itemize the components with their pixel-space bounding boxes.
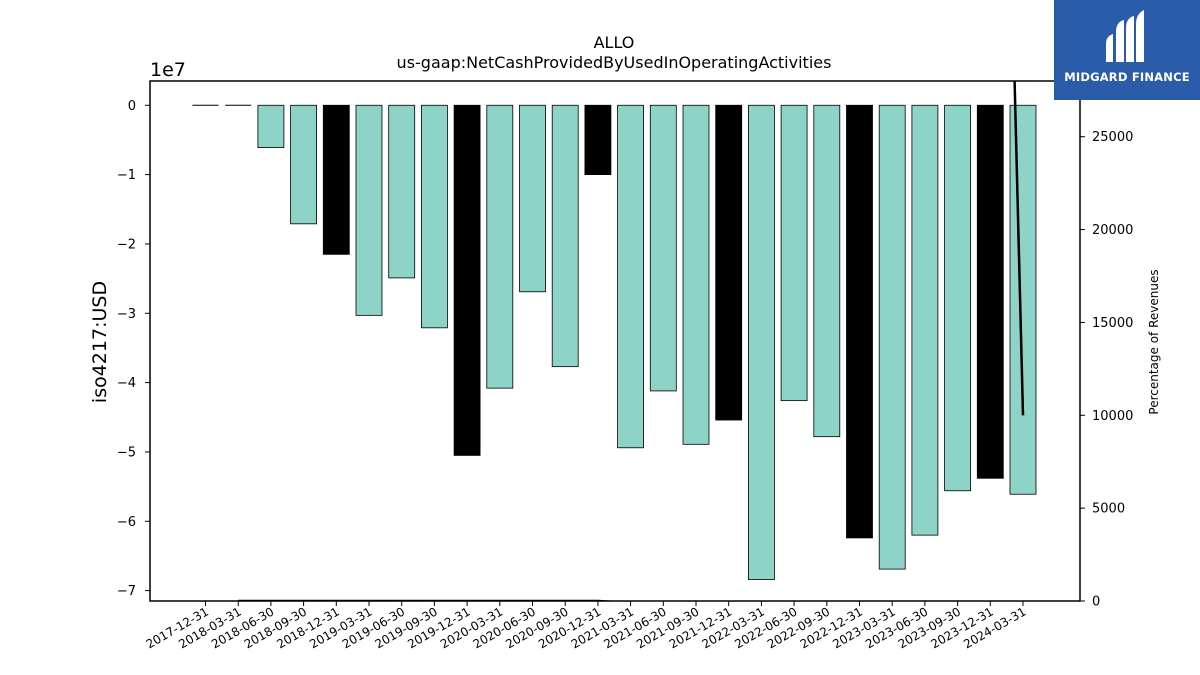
bar bbox=[519, 104, 546, 293]
bar bbox=[322, 104, 350, 255]
y2-tick-label: 5000 bbox=[1092, 502, 1125, 517]
y2-tick-label: 15000 bbox=[1092, 316, 1133, 331]
y-tick-label: −5 bbox=[117, 445, 136, 460]
y-axis-label: iso4217:USD bbox=[89, 281, 111, 403]
bar bbox=[682, 104, 710, 445]
y-tick-label: −2 bbox=[117, 237, 136, 252]
bar bbox=[976, 104, 1004, 479]
bar bbox=[911, 104, 939, 536]
bar bbox=[846, 104, 873, 539]
bar bbox=[748, 104, 775, 580]
y-tick-label: −1 bbox=[117, 168, 136, 183]
y2-tick-label: 0 bbox=[1092, 595, 1100, 610]
bar bbox=[878, 104, 906, 570]
y2-axis: 0 5000 10000 15000 20000 25000 bbox=[1080, 130, 1133, 610]
bar bbox=[388, 104, 416, 279]
bar bbox=[1009, 104, 1037, 495]
bar bbox=[715, 104, 743, 421]
chart-subtitle: us-gaap:NetCashProvidedByUsedInOperating… bbox=[397, 53, 832, 72]
logo-text: MIDGARD FINANCE bbox=[1064, 70, 1190, 84]
y-tick-label: −3 bbox=[117, 307, 136, 322]
bar bbox=[290, 104, 318, 225]
bar bbox=[780, 104, 808, 402]
chart-title: ALLO bbox=[594, 33, 635, 52]
x-axis: 2017-12-312018-03-312018-06-302018-09-30… bbox=[144, 601, 1029, 651]
y-tick-label: −7 bbox=[117, 584, 136, 599]
bars-layer bbox=[192, 104, 1037, 580]
y-tick-label: −6 bbox=[117, 515, 136, 530]
y2-axis-label: Percentage of Revenues bbox=[1147, 269, 1161, 414]
bar bbox=[813, 104, 841, 438]
bar bbox=[617, 104, 644, 449]
y2-tick-label: 20000 bbox=[1092, 223, 1133, 238]
y2-tick-label: 25000 bbox=[1092, 130, 1133, 145]
bar bbox=[355, 104, 383, 316]
percent-of-revenues-line bbox=[1013, 81, 1025, 416]
y-axis-multiplier: 1e7 bbox=[150, 59, 186, 81]
bar bbox=[257, 104, 285, 148]
percent-line-layer bbox=[238, 81, 1025, 601]
bar bbox=[453, 104, 481, 456]
y2-tick-label: 10000 bbox=[1092, 409, 1133, 424]
logo-mark-icon bbox=[1106, 10, 1144, 62]
y-tick-label: −4 bbox=[117, 376, 136, 391]
y-axis: 0 −1 −2 −3 −4 −5 −6 −7 bbox=[117, 99, 150, 599]
plot-frame bbox=[149, 80, 1081, 602]
bar bbox=[649, 104, 677, 392]
y-tick-label: 0 bbox=[128, 99, 136, 114]
brand-logo: MIDGARD FINANCE bbox=[1054, 0, 1200, 100]
bar bbox=[420, 104, 448, 329]
bar bbox=[944, 104, 971, 492]
bar bbox=[486, 104, 514, 389]
bar bbox=[584, 104, 612, 176]
bar bbox=[551, 104, 579, 368]
